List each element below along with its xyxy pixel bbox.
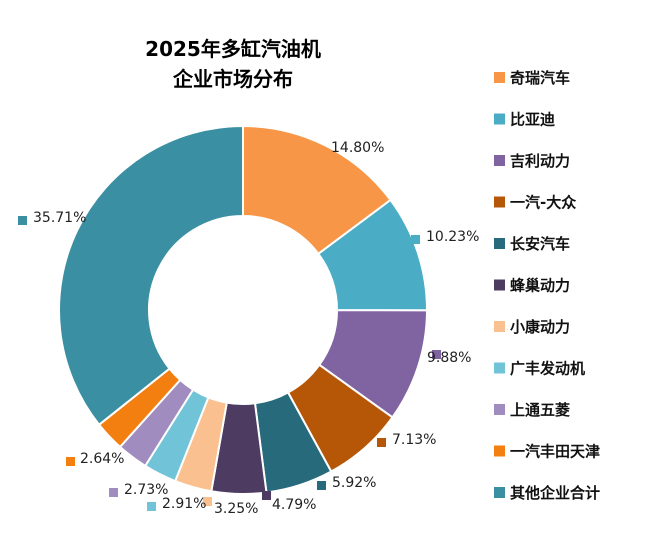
data-label-marker-5 (317, 481, 326, 490)
slice-1 (242, 124, 392, 256)
data-label-marker-1 (315, 146, 324, 155)
legend-label-6: 蜂巢动力 (510, 277, 570, 295)
data-label-3: 9.88% (427, 350, 471, 366)
data-label-marker-4 (377, 438, 386, 447)
legend-swatch-10 (494, 445, 505, 457)
data-label-6: 4.79% (272, 497, 316, 513)
data-label-marker-9 (109, 488, 118, 497)
legend-swatch-3 (494, 155, 505, 166)
data-label-marker-11 (18, 216, 27, 225)
legend-label-5: 长安汽车 (510, 235, 570, 253)
data-label-1: 14.80% (331, 140, 384, 156)
legend-swatch-2 (494, 113, 505, 125)
data-label-10: 2.64% (80, 451, 124, 467)
data-label-marker-3 (432, 350, 441, 359)
legend-label-8: 广丰发动机 (510, 360, 585, 378)
donut-slices (58, 124, 429, 495)
legend-label-1: 奇瑞汽车 (510, 69, 570, 87)
chart-title-line-1: 2025年多缸汽油机 (145, 37, 321, 61)
legend-swatch-1 (494, 72, 505, 83)
legend-label-3: 吉利动力 (510, 152, 570, 170)
data-labels: 14.80% 10.23% 9.88% 7.13% 5.92% 4.79% 3.25% 2.9… (18, 140, 479, 517)
data-label-2: 10.23% (426, 229, 479, 245)
data-label-marker-8 (147, 502, 156, 511)
data-label-marker-7 (203, 497, 212, 506)
legend-swatch-7 (494, 321, 505, 332)
legend-label-10: 一汽丰田天津 (510, 443, 600, 461)
legend-label-9: 上通五菱 (510, 401, 570, 419)
slice-11 (58, 124, 244, 427)
legend-swatch-5 (494, 238, 505, 249)
data-label-9: 2.73% (124, 482, 168, 498)
data-label-marker-10 (66, 457, 75, 466)
data-label-4: 7.13% (392, 432, 436, 448)
legend-swatch-11 (494, 487, 505, 498)
legend-swatch-6 (494, 279, 505, 291)
data-label-7: 3.25% (214, 501, 258, 517)
data-label-8: 2.91% (162, 496, 206, 512)
legend-label-7: 小康动力 (510, 318, 570, 336)
legend: 奇瑞汽车比亚迪吉利动力一汽-大众长安汽车蜂巢动力小康动力广丰发动机上通五菱一汽丰… (494, 69, 600, 502)
legend-swatch-4 (494, 196, 505, 208)
data-label-marker-6 (262, 491, 271, 500)
data-label-11: 35.71% (33, 210, 86, 226)
chart-title-line-2: 企业市场分布 (172, 67, 293, 91)
data-label-5: 5.92% (332, 475, 376, 491)
legend-swatch-8 (494, 362, 505, 374)
legend-swatch-9 (494, 404, 505, 415)
legend-label-4: 一汽-大众 (510, 194, 576, 212)
legend-label-2: 比亚迪 (510, 111, 555, 129)
data-label-marker-2 (411, 235, 420, 244)
legend-label-11: 其他企业合计 (510, 484, 600, 502)
